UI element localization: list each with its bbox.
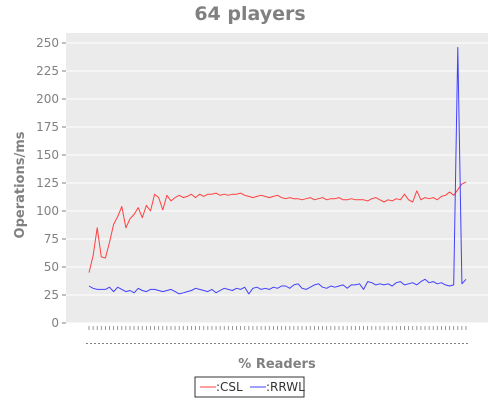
series-lines bbox=[88, 47, 467, 295]
y-tick-label: 0 bbox=[51, 316, 59, 330]
legend-label-csl: :CSL bbox=[216, 380, 243, 394]
y-tick-label: 125 bbox=[36, 176, 59, 190]
legend-label-rrwl: :RRWL bbox=[266, 380, 305, 394]
series-line-csl bbox=[88, 181, 467, 273]
series-line-rrwl bbox=[88, 47, 467, 295]
y-axis-label: Operations/ms bbox=[13, 131, 28, 238]
legend: :CSL :RRWL bbox=[194, 376, 305, 398]
chart-title: 64 players bbox=[194, 3, 305, 25]
y-tick-label: 250 bbox=[36, 36, 59, 50]
legend-box bbox=[194, 376, 305, 398]
y-tick-label: 75 bbox=[44, 232, 59, 246]
y-tick-label: 150 bbox=[36, 148, 59, 162]
y-tick-label: 175 bbox=[36, 120, 59, 134]
x-axis-ticks bbox=[88, 326, 467, 330]
y-tick-label: 200 bbox=[36, 92, 59, 106]
x-axis-label: % Readers bbox=[238, 357, 316, 372]
y-tick-label: 50 bbox=[44, 260, 59, 274]
y-tick-label: 100 bbox=[36, 204, 59, 218]
y-tick-label: 25 bbox=[44, 288, 59, 302]
plot-area bbox=[66, 33, 488, 323]
y-tick-label: 225 bbox=[36, 64, 59, 78]
y-axis-ticks: 0 25 50 75 100 125 150 175 200 225 250 bbox=[36, 36, 66, 330]
